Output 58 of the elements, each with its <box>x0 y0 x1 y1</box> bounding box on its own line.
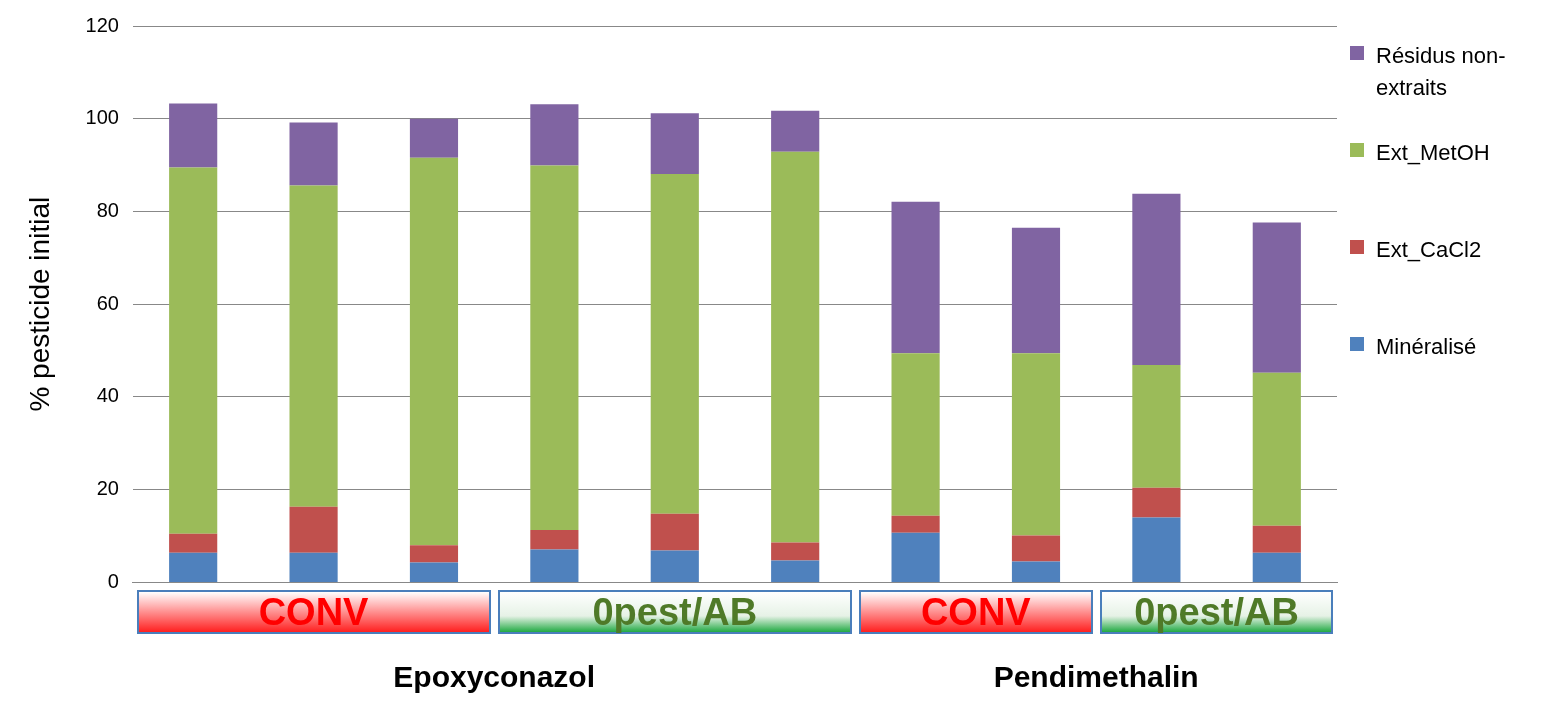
text: CONV <box>858 590 1093 635</box>
bar <box>409 118 459 158</box>
text: 0pest/AB <box>1099 590 1334 635</box>
bar <box>1011 535 1061 562</box>
text: CONV <box>136 590 491 635</box>
bar <box>289 506 338 553</box>
bar <box>1132 364 1181 488</box>
bar <box>1011 353 1061 536</box>
bar <box>1132 193 1181 365</box>
bar <box>530 165 579 531</box>
bar <box>289 122 338 186</box>
bar <box>1011 561 1061 582</box>
bar <box>169 103 218 168</box>
legend-label: Ext_CaCl2 <box>1376 236 1483 264</box>
y-tick-label: 20 <box>96 477 119 500</box>
bar <box>891 201 940 354</box>
bar <box>771 542 820 561</box>
bar <box>1132 487 1181 518</box>
y-tick-label: 0 <box>107 569 119 592</box>
legend-label: Minéralisé <box>1376 333 1478 361</box>
bar <box>771 151 820 543</box>
bar <box>650 173 699 514</box>
text: Epoxyconazol <box>393 660 596 695</box>
y-tick-label: 60 <box>96 291 119 314</box>
bar <box>530 530 579 550</box>
y-tick-label: 120 <box>85 13 119 36</box>
bar <box>530 104 579 166</box>
bar <box>891 532 940 582</box>
bar <box>1252 222 1301 373</box>
bar <box>1011 227 1061 354</box>
bar <box>650 513 699 551</box>
bar <box>1252 525 1301 553</box>
bar <box>169 167 218 534</box>
bar <box>289 185 338 507</box>
bar <box>771 560 820 582</box>
y-tick-label: 80 <box>96 198 119 221</box>
bar <box>771 110 820 152</box>
bar <box>891 515 940 533</box>
bar <box>289 552 338 582</box>
bar <box>409 562 459 582</box>
bar <box>530 549 579 582</box>
bar <box>169 533 218 553</box>
legend-label: Résidus non-extraits <box>1376 42 1507 102</box>
bar <box>891 353 940 516</box>
bar <box>1132 517 1181 582</box>
bar <box>650 550 699 582</box>
legend-label: Ext_MetOH <box>1376 139 1491 167</box>
bar <box>169 552 218 582</box>
bar <box>1252 552 1301 582</box>
text: 0pest/AB <box>497 590 852 635</box>
y-tick-label: 100 <box>85 106 119 129</box>
bar <box>409 545 459 563</box>
text: Pendimethalin <box>993 660 1199 695</box>
y-tick-label: 40 <box>96 384 119 407</box>
bar <box>1252 372 1301 526</box>
bar <box>409 157 459 546</box>
y-axis-title: % pesticide initial <box>23 196 55 412</box>
bar <box>650 113 699 174</box>
